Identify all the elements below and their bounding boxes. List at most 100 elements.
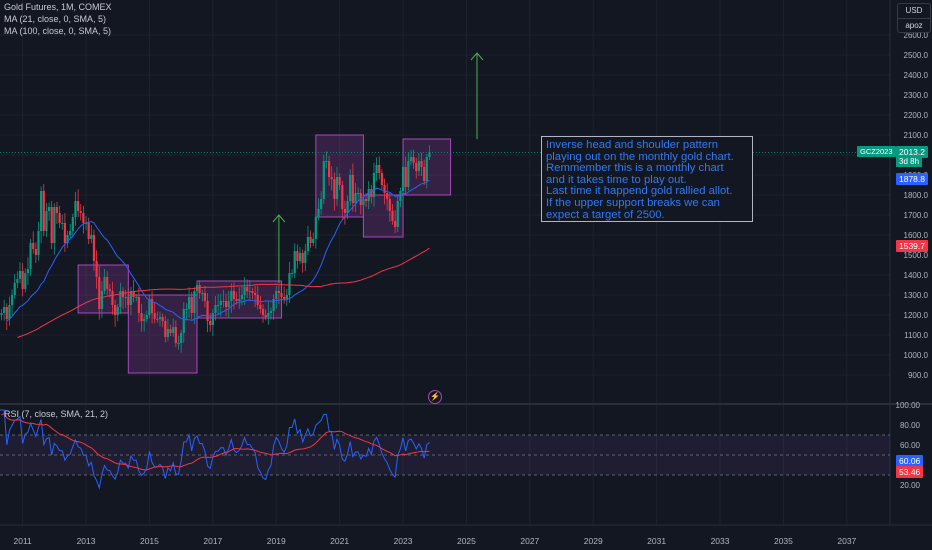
ma100-legend[interactable]: MA (100, close, 0, SMA, 5) (4, 26, 112, 36)
price-axis-label: 2600.0 (904, 31, 929, 40)
currency-selector[interactable]: USD apoz (897, 3, 931, 33)
candle-body (222, 301, 225, 302)
ma21-line (6, 180, 430, 322)
candle-body (103, 277, 106, 291)
candle-body (412, 157, 415, 163)
candle-body (201, 293, 204, 294)
candle-body (214, 305, 217, 313)
candle-body (42, 191, 45, 231)
annotation-line: If the upper support breaks we can (546, 196, 720, 209)
candle-body (304, 251, 307, 263)
currency-code: USD (898, 4, 930, 19)
candle-body (77, 201, 80, 211)
candle-body (248, 291, 251, 292)
candle-body (224, 301, 228, 307)
candle-body (21, 271, 24, 289)
candle-body (185, 309, 188, 310)
annotation-note[interactable]: Inverse head and shoulder pattern playin… (541, 136, 753, 222)
time-axis-label: 2033 (711, 536, 730, 546)
candle-body (26, 269, 30, 273)
candle-body (95, 261, 98, 277)
lightning-icon[interactable]: ⚡ (428, 390, 442, 404)
candle-body (275, 291, 278, 299)
candle-body (190, 297, 193, 313)
candle-body (367, 189, 370, 201)
candle-body (394, 221, 397, 227)
candle-body (177, 343, 180, 344)
candle-body (158, 317, 162, 319)
candle-body (370, 189, 373, 197)
candle-body (71, 217, 74, 231)
candle-body (261, 309, 265, 315)
price-axis-label: 2500.0 (904, 51, 929, 60)
candle-body (18, 271, 22, 279)
rsi-legend[interactable]: RSI (7, close, SMA, 21, 2) (4, 409, 109, 419)
candle-body (119, 291, 122, 307)
candle-body (388, 199, 391, 211)
annotation-line: expect a target of 2500. (546, 208, 665, 221)
candle-body (219, 301, 222, 305)
candle-body (172, 327, 175, 333)
candle-body (209, 321, 212, 325)
time-axis-label: 2027 (520, 536, 539, 546)
candle-body (251, 291, 254, 293)
candle-body (53, 207, 56, 243)
candle-body (357, 193, 360, 194)
candle-body (285, 295, 288, 299)
candle-body (269, 311, 273, 313)
candle-body (140, 313, 143, 321)
candle-body (217, 305, 220, 306)
price-axis-label: 900.0 (908, 371, 929, 380)
candle-body (24, 273, 27, 289)
rsi-value-label: 60.06 (896, 455, 924, 467)
annotation-line: Remmember this is a monthly chart (546, 162, 724, 175)
candle-body (325, 161, 328, 162)
candle-body (254, 293, 257, 295)
time-axis-label: 2021 (330, 536, 349, 546)
candle-body (50, 207, 53, 243)
time-axis-label: 2011 (14, 536, 33, 546)
candle-body (193, 291, 196, 313)
candle-body (90, 235, 93, 239)
candle-body (235, 299, 238, 301)
time-axis-label: 2031 (647, 536, 666, 546)
candle-body (238, 299, 241, 301)
candle-body (8, 305, 11, 319)
candle-body (341, 185, 344, 209)
price-axis-label: 1100.0 (904, 331, 928, 340)
candle-body (37, 231, 40, 255)
symbol-legend[interactable]: Gold Futures, 1M, COMEX (4, 2, 112, 12)
candle-body (243, 287, 246, 295)
time-axis-label: 2025 (457, 536, 476, 546)
time-axis-label: 2013 (77, 536, 96, 546)
candle-body (121, 291, 125, 297)
candle-body (259, 305, 262, 309)
time-axis-label: 2019 (267, 536, 286, 546)
candle-body (198, 285, 201, 293)
candle-body (10, 295, 14, 305)
candle-body (314, 217, 317, 239)
candle-body (13, 283, 16, 295)
ma21-legend[interactable]: MA (21, close, 0, SMA, 5) (4, 14, 107, 24)
candle-body (148, 299, 151, 315)
candle-body (0, 313, 3, 315)
candle-body (164, 321, 167, 337)
candle-body (187, 297, 191, 309)
candle-body (240, 295, 243, 299)
candle-body (290, 273, 294, 274)
time-axis-label: 2015 (140, 536, 159, 546)
candle-body (417, 161, 420, 171)
candle-body (354, 193, 357, 203)
candle-body (66, 235, 69, 243)
price-axis-label: 2400.0 (904, 71, 929, 80)
annotation-line: Last time it happend gold rallied allot. (546, 185, 733, 198)
candle-body (55, 207, 59, 213)
candle-body (335, 177, 339, 199)
candle-body (137, 297, 140, 313)
candle-body (211, 313, 214, 325)
candle-body (312, 239, 315, 243)
candle-body (317, 209, 320, 217)
candle-body (293, 251, 296, 273)
candle-body (143, 319, 146, 321)
